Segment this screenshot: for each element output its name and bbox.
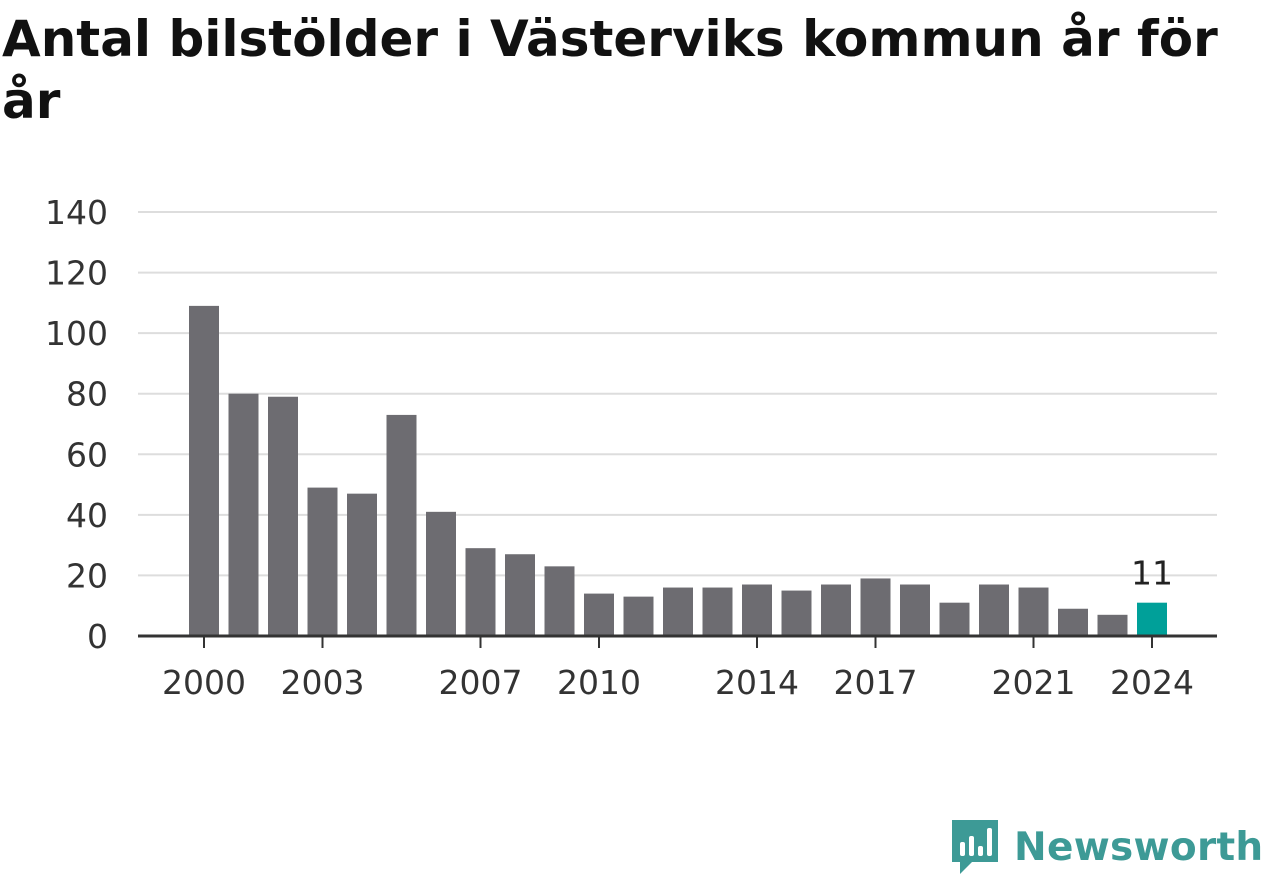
data-label-2024: 11: [1131, 554, 1173, 593]
y-tick-label: 60: [66, 435, 108, 474]
bar-2019[interactable]: [939, 602, 970, 636]
bar-2003[interactable]: [307, 487, 338, 636]
y-tick-label: 140: [45, 193, 108, 232]
x-axis: 2000 2003 2007 2010 2014 2017 2021 2024: [138, 634, 1217, 702]
bar-2011[interactable]: [623, 596, 654, 636]
bar-2022[interactable]: [1058, 608, 1088, 636]
bar-2021[interactable]: [1018, 587, 1049, 636]
bar-2016[interactable]: [821, 584, 851, 636]
x-tick-label: 2007: [439, 663, 523, 702]
x-tick-label: 2010: [557, 663, 641, 702]
x-tick-label: 2014: [715, 663, 799, 702]
bar-2020[interactable]: [979, 584, 1009, 636]
bar-2012[interactable]: [663, 587, 693, 636]
bar-2005[interactable]: [386, 414, 417, 636]
x-tick-label: 2003: [281, 663, 365, 702]
y-tick-label: 80: [66, 375, 108, 414]
y-tick-label: 20: [66, 556, 108, 595]
bars: [189, 305, 1167, 636]
gridlines: [138, 211, 1217, 577]
x-tick-label: 2000: [162, 663, 246, 702]
newsworthy-logo[interactable]: Newsworthy: [950, 818, 1262, 876]
y-axis-labels: 0 20 40 60 80 100 120 140: [45, 193, 108, 656]
bar-2001[interactable]: [228, 393, 259, 636]
bar-2024[interactable]: [1137, 602, 1167, 636]
bar-2007[interactable]: [465, 548, 496, 636]
data-labels: 11: [1131, 554, 1173, 593]
chart-title: Antal bilstölder i Västerviks kommun år …: [2, 10, 1218, 130]
bar-2008[interactable]: [505, 554, 535, 636]
bar-2018[interactable]: [900, 584, 930, 636]
x-tick-label: 2024: [1110, 663, 1194, 702]
y-tick-label: 100: [45, 314, 108, 353]
bar-2002[interactable]: [268, 396, 298, 636]
y-tick-label: 0: [87, 617, 108, 656]
y-tick-label: 40: [66, 496, 108, 535]
bar-2000[interactable]: [189, 305, 219, 636]
bar-2010[interactable]: [584, 593, 614, 636]
bar-2015[interactable]: [781, 590, 812, 636]
bar-2009[interactable]: [544, 566, 575, 636]
bar-2017[interactable]: [860, 578, 891, 636]
x-tick-label: 2021: [992, 663, 1076, 702]
bar-2014[interactable]: [742, 584, 772, 636]
y-tick-label: 120: [45, 254, 108, 293]
bar-2004[interactable]: [347, 493, 377, 636]
bar-2013[interactable]: [702, 587, 733, 636]
newsworthy-logo-icon: [952, 820, 998, 874]
x-tick-label: 2017: [834, 663, 918, 702]
bar-2023[interactable]: [1097, 614, 1128, 636]
brand-name: Newsworthy: [1014, 824, 1262, 870]
bar-2006[interactable]: [426, 511, 456, 636]
